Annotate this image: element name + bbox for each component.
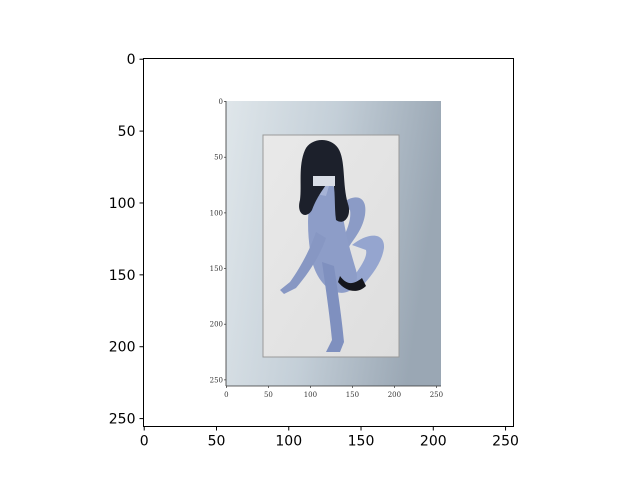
x-tick-label: 100 bbox=[275, 434, 302, 450]
y-axis: 0 50 100 150 200 250 bbox=[109, 52, 144, 428]
inner-x-tick-label: 200 bbox=[388, 391, 401, 399]
inner-y-tick-label: 50 bbox=[214, 154, 223, 162]
inner-y-tick-label: 200 bbox=[210, 321, 223, 329]
x-axis: 0 50 100 150 200 250 bbox=[140, 426, 519, 450]
y-tick-label: 0 bbox=[127, 52, 136, 68]
inner-x-ticks: 0 50 100 150 200 250 bbox=[224, 386, 443, 399]
inner-x-tick-label: 150 bbox=[346, 391, 359, 399]
x-tick-label: 200 bbox=[420, 434, 447, 450]
inner-x-tick-label: 100 bbox=[304, 391, 317, 399]
inner-x-tick-label: 0 bbox=[224, 391, 228, 399]
x-tick-label: 50 bbox=[208, 434, 226, 450]
y-tick-label: 50 bbox=[118, 124, 136, 140]
inner-x-tick-label: 50 bbox=[264, 391, 273, 399]
inner-y-ticks: 0 50 100 150 200 250 bbox=[210, 98, 226, 384]
x-tick-label: 150 bbox=[348, 434, 375, 450]
inner-y-tick-label: 100 bbox=[210, 209, 223, 217]
inner-y-tick-label: 250 bbox=[210, 376, 223, 384]
silhouette bbox=[280, 139, 385, 352]
y-tick-label: 200 bbox=[109, 340, 136, 356]
inner-y-tick-label: 0 bbox=[219, 98, 223, 106]
y-tick-label: 100 bbox=[109, 196, 136, 212]
inner-y-tick-label: 150 bbox=[210, 265, 223, 273]
y-tick-label: 250 bbox=[109, 412, 136, 428]
inner-x-tick-label: 250 bbox=[430, 391, 443, 399]
y-tick-label: 150 bbox=[109, 268, 136, 284]
embedded-image: 0 50 100 150 200 250 0 50 100 150 200 250 bbox=[210, 98, 443, 399]
x-tick-label: 0 bbox=[140, 434, 149, 450]
x-tick-label: 250 bbox=[492, 434, 519, 450]
